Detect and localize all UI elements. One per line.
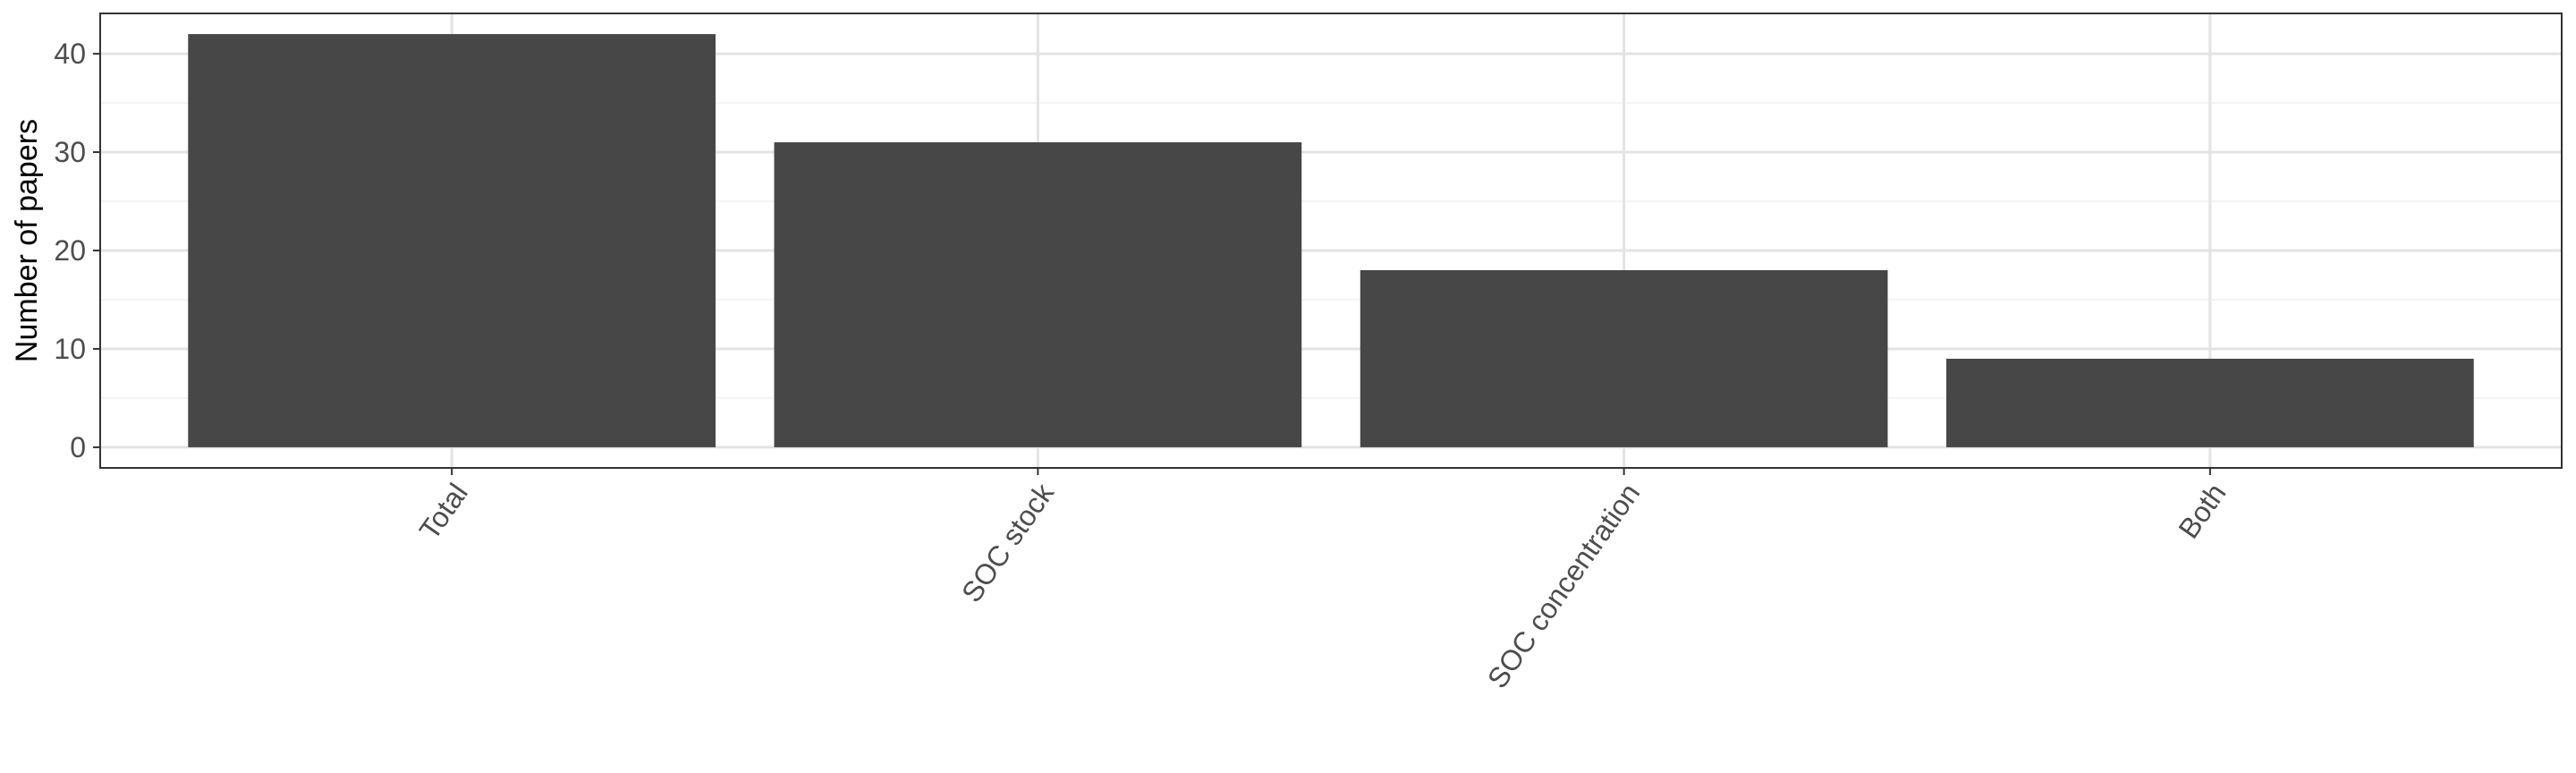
y-tick-label: 30 — [54, 136, 86, 168]
x-tick-label: Both — [2172, 478, 2232, 545]
y-axis-title: Number of papers — [10, 119, 44, 362]
bar-soc-stock — [774, 142, 1302, 447]
panel-border — [99, 13, 2563, 469]
x-tick-label: SOC concentration — [1481, 478, 1647, 694]
y-tick-label: 40 — [54, 38, 86, 70]
bar-both — [1946, 358, 2474, 447]
y-tick-label: 20 — [54, 234, 86, 267]
x-tick-label: SOC stock — [955, 477, 1061, 608]
bar-soc-concentration — [1360, 269, 1888, 447]
x-tick-label: Total — [413, 478, 474, 546]
bars — [188, 34, 2474, 447]
x-axis: Total SOC stock SOC concentration Both — [413, 468, 2233, 694]
y-tick-label: 0 — [70, 431, 86, 463]
y-tick-label: 10 — [54, 333, 86, 365]
y-axis: 0 10 20 30 40 — [54, 38, 100, 463]
bar-total — [188, 34, 716, 447]
